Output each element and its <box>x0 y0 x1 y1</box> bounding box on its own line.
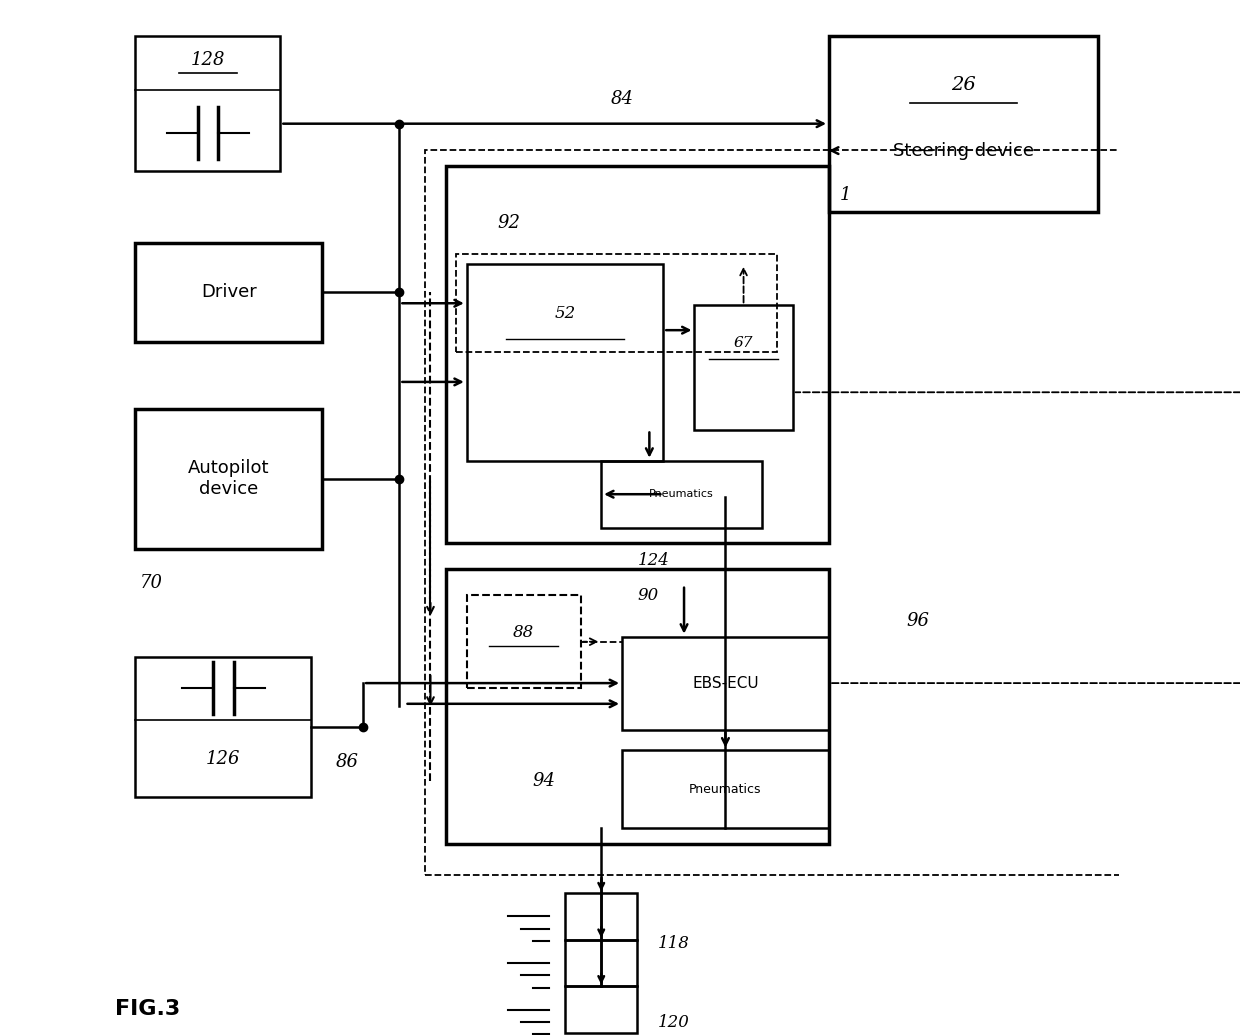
Text: Pneumatics: Pneumatics <box>689 782 761 796</box>
Text: 92: 92 <box>497 213 521 232</box>
Text: 70: 70 <box>140 574 162 592</box>
Text: FIG.3: FIG.3 <box>115 999 180 1019</box>
Bar <box>466 264 663 461</box>
Text: 1: 1 <box>839 186 851 204</box>
Text: 96: 96 <box>906 612 930 630</box>
Bar <box>565 940 637 986</box>
Bar <box>830 36 1099 212</box>
Bar <box>456 254 777 352</box>
Bar <box>622 637 830 730</box>
Text: 52: 52 <box>554 304 575 322</box>
Bar <box>446 166 830 543</box>
Text: EBS-ECU: EBS-ECU <box>692 676 759 690</box>
Text: Pneumatics: Pneumatics <box>649 490 714 499</box>
Bar <box>622 750 830 828</box>
Bar <box>135 409 322 549</box>
Bar <box>565 893 637 940</box>
Text: 88: 88 <box>513 624 534 641</box>
Text: 94: 94 <box>533 772 556 791</box>
Bar <box>135 657 311 797</box>
Text: 120: 120 <box>658 1014 689 1031</box>
Text: 128: 128 <box>191 52 226 69</box>
Bar <box>466 595 580 688</box>
Text: Autopilot
device: Autopilot device <box>188 460 269 498</box>
Text: 124: 124 <box>637 553 670 569</box>
Text: 84: 84 <box>610 90 634 109</box>
Bar <box>425 150 1240 875</box>
Text: 118: 118 <box>658 936 689 952</box>
Text: 86: 86 <box>336 753 360 771</box>
Text: 67: 67 <box>734 335 754 350</box>
Text: 126: 126 <box>206 750 241 768</box>
Bar <box>135 36 280 171</box>
Bar <box>446 569 830 844</box>
Bar <box>565 986 637 1033</box>
Text: Driver: Driver <box>201 284 257 301</box>
Bar <box>601 461 761 528</box>
Bar <box>694 305 792 430</box>
Text: 90: 90 <box>637 587 658 603</box>
Text: 26: 26 <box>951 77 976 94</box>
Text: Steering device: Steering device <box>893 142 1034 159</box>
Bar <box>135 243 322 342</box>
